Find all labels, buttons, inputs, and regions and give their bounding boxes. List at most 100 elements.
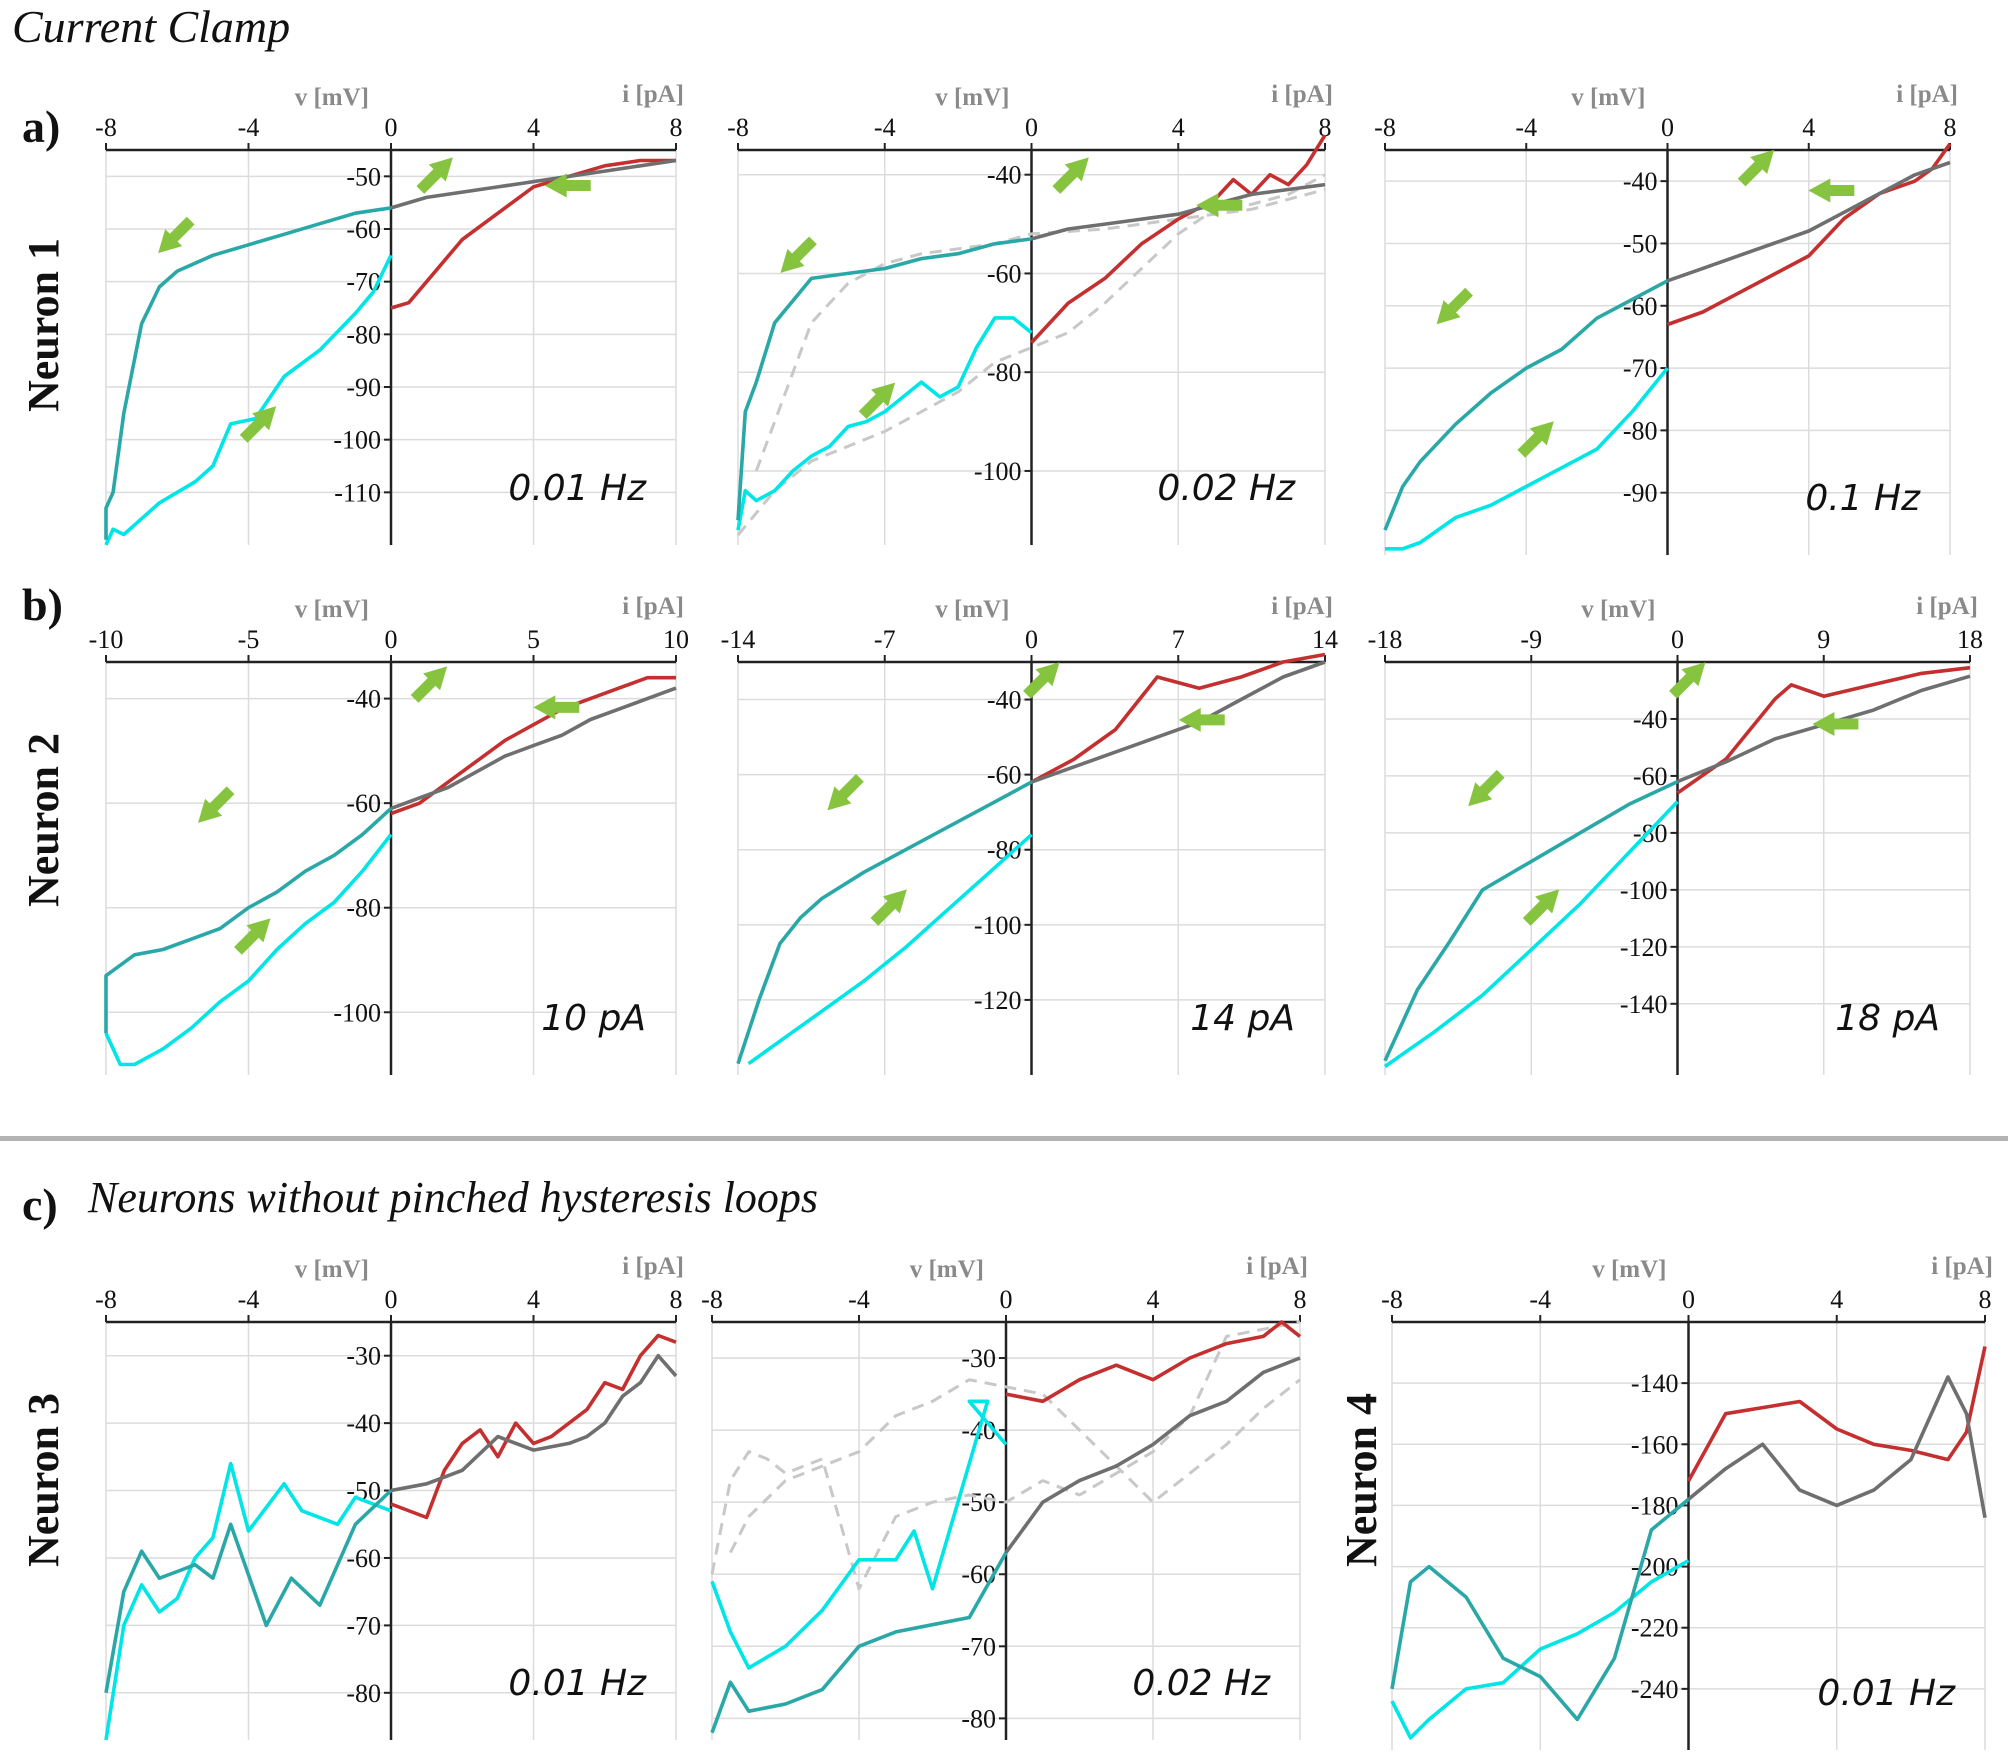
y-tick-label: -180	[1631, 1491, 1679, 1520]
x-tick-label: 0	[385, 1285, 398, 1314]
direction-arrow-head	[423, 666, 448, 691]
direction-arrow-head	[1535, 889, 1560, 914]
x-tick-label: -8	[1381, 1285, 1403, 1314]
row-label-neuron-4: Neuron 4	[1337, 1393, 1386, 1567]
series-line-up-positive	[390, 1333, 677, 1520]
direction-arrow-head	[428, 157, 453, 182]
y-tick-label: -80	[961, 1704, 996, 1733]
x-tick-label: 0	[385, 625, 398, 654]
y-tick-label: -80	[987, 358, 1022, 387]
series-line-down-positive	[390, 1353, 678, 1493]
x-tick-label: 0	[1682, 1285, 1695, 1314]
x-axis-title: i [pA]	[1916, 593, 1978, 620]
direction-arrow-head	[1196, 193, 1219, 218]
x-tick-label: 0	[1025, 625, 1038, 654]
series-line-up-negative	[747, 833, 1033, 1066]
x-tick-label: -8	[1374, 113, 1396, 142]
x-tick-label: -4	[238, 113, 260, 142]
row-label-neuron-3: Neuron 3	[19, 1393, 68, 1567]
series-line-up-negative	[1383, 800, 1679, 1068]
y-tick-label: -100	[333, 998, 381, 1027]
direction-arrow-head	[1529, 421, 1554, 446]
x-tick-label: 4	[1147, 1285, 1160, 1314]
direction-arrow-head	[1035, 662, 1060, 687]
x-tick-label: 0	[1000, 1285, 1013, 1314]
y-tick-label: -60	[346, 1544, 381, 1573]
y-tick-label: -60	[987, 761, 1022, 790]
section-c-title: Neurons without pinched hysteresis loops	[87, 1173, 818, 1222]
x-tick-label: 4	[1830, 1285, 1843, 1314]
y-axis-title: v [mV]	[935, 84, 1009, 111]
y-tick-label: -70	[346, 268, 381, 297]
y-tick-label: -80	[346, 894, 381, 923]
y-tick-label: -100	[1620, 876, 1668, 905]
section-label-c: c)	[22, 1179, 58, 1230]
series-line-up-positive	[1005, 1320, 1302, 1404]
x-tick-label: 4	[527, 1285, 540, 1314]
x-tick-label: 5	[527, 625, 540, 654]
direction-arrow-head	[1468, 782, 1493, 807]
condition-label: 0.02 Hz	[1157, 468, 1296, 509]
figure-title: Current Clamp	[12, 1, 290, 52]
series-line-up-negative	[104, 833, 393, 1067]
direction-arrow-head	[158, 229, 183, 254]
series-line-up-negative	[736, 316, 1033, 531]
x-tick-label: 0	[1661, 113, 1674, 142]
y-tick-label: -160	[1631, 1430, 1679, 1459]
chart-panel-n1-001: -8 -4 0 4 8 -110 -100 -90 -80 -70 -60 -50 v [mV] i [p…	[95, 81, 684, 546]
series-line-up-positive	[1686, 1346, 1987, 1482]
y-tick-label: -80	[346, 320, 381, 349]
y-axis-title: v [mV]	[910, 1256, 984, 1283]
x-tick-label: 18	[1957, 625, 1983, 654]
series-line-down-positive	[390, 686, 677, 811]
x-tick-label: 9	[1817, 625, 1830, 654]
x-axis-title: i [pA]	[622, 593, 684, 620]
condition-label: 0.02 Hz	[1132, 1663, 1271, 1704]
chart-panel-n1-01: -8 -4 0 4 8-90-80-70-60-50-40v [mV] i [pA]0.1…	[1374, 81, 1958, 555]
x-tick-label: 0	[1671, 625, 1684, 654]
x-axis-title: i [pA]	[622, 81, 684, 108]
y-tick-label: -40	[987, 686, 1022, 715]
condition-label: 10 pA	[541, 998, 646, 1039]
series-line-down-positive	[1666, 160, 1951, 283]
series-line-down-negative	[104, 1489, 393, 1694]
direction-arrow-head	[1436, 300, 1461, 325]
series-line-reference-dashed	[729, 1378, 1301, 1554]
direction-arrow-head	[1178, 707, 1201, 732]
section-label-b: b)	[22, 579, 63, 630]
y-tick-label: -40	[346, 685, 381, 714]
series-line-down-negative	[736, 237, 1032, 521]
x-tick-label: 4	[527, 113, 540, 142]
y-tick-label: -50	[1623, 229, 1658, 258]
y-tick-label: -100	[333, 426, 381, 455]
direction-arrow-head	[780, 248, 805, 273]
series-line-up-positive	[1030, 652, 1326, 784]
direction-arrow-head	[533, 695, 556, 720]
series-line-down-positive	[1687, 1375, 1987, 1519]
y-tick-label: -100	[974, 911, 1022, 940]
series-line-up-negative	[104, 254, 393, 546]
series-line-up-positive	[1676, 665, 1971, 795]
series-line-up-negative	[710, 1399, 1008, 1670]
series-line-reference-dashed	[736, 173, 1326, 537]
chart-panel-n2-18: -18 -9 0 9 18-140-120-100-80-60-40v [mV] i [p…	[1368, 593, 1983, 1075]
x-tick-label: -10	[89, 625, 124, 654]
y-tick-label: -40	[987, 161, 1022, 190]
y-tick-label: -140	[1631, 1369, 1679, 1398]
condition-label: 0.01 Hz	[1817, 1673, 1956, 1714]
x-tick-label: 10	[663, 625, 689, 654]
y-tick-label: -40	[1633, 705, 1668, 734]
x-tick-label: 8	[670, 1285, 683, 1314]
series-line-up-positive	[1030, 134, 1327, 344]
y-tick-label: -90	[346, 373, 381, 402]
x-axis-title: i [pA]	[622, 1253, 684, 1280]
x-tick-label: 8	[1979, 1285, 1992, 1314]
y-tick-label: -30	[961, 1344, 996, 1373]
condition-label: 0.01 Hz	[508, 1663, 647, 1704]
direction-arrow-head	[1681, 662, 1706, 687]
y-tick-label: -70	[1623, 354, 1658, 383]
panels-layer: -8 -4 0 4 8-110-100-90-80-70-60-50v [mV] i [p…	[89, 81, 1993, 1750]
y-tick-label: -80	[1623, 416, 1658, 445]
y-tick-label: -110	[334, 478, 381, 507]
series-line-down-negative	[104, 206, 392, 540]
